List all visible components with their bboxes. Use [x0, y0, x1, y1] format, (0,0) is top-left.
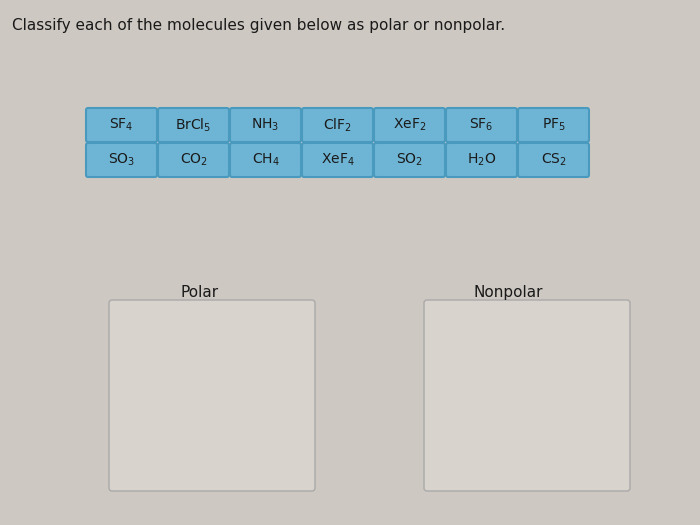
Text: Nonpolar: Nonpolar	[473, 285, 542, 300]
FancyBboxPatch shape	[374, 108, 445, 142]
FancyBboxPatch shape	[302, 108, 373, 142]
FancyBboxPatch shape	[158, 143, 229, 177]
FancyBboxPatch shape	[446, 143, 517, 177]
FancyBboxPatch shape	[109, 300, 315, 491]
Text: $\mathrm{CS_2}$: $\mathrm{CS_2}$	[540, 152, 566, 168]
Text: $\mathrm{H_2O}$: $\mathrm{H_2O}$	[467, 152, 496, 168]
FancyBboxPatch shape	[230, 108, 301, 142]
FancyBboxPatch shape	[374, 143, 445, 177]
FancyBboxPatch shape	[518, 108, 589, 142]
FancyBboxPatch shape	[446, 108, 517, 142]
Text: $\mathrm{XeF_4}$: $\mathrm{XeF_4}$	[321, 152, 354, 168]
Text: $\mathrm{SF_6}$: $\mathrm{SF_6}$	[469, 117, 493, 133]
Text: $\mathrm{NH_3}$: $\mathrm{NH_3}$	[251, 117, 280, 133]
FancyBboxPatch shape	[158, 108, 229, 142]
Text: $\mathrm{SO_2}$: $\mathrm{SO_2}$	[396, 152, 423, 168]
Text: Classify each of the molecules given below as polar or nonpolar.: Classify each of the molecules given bel…	[12, 18, 505, 33]
Text: $\mathrm{BrCl_5}$: $\mathrm{BrCl_5}$	[175, 117, 211, 134]
Text: $\mathrm{ClF_2}$: $\mathrm{ClF_2}$	[323, 117, 352, 134]
FancyBboxPatch shape	[518, 143, 589, 177]
Text: Polar: Polar	[181, 285, 219, 300]
Text: $\mathrm{CH_4}$: $\mathrm{CH_4}$	[251, 152, 279, 168]
FancyBboxPatch shape	[230, 143, 301, 177]
FancyBboxPatch shape	[424, 300, 630, 491]
Text: $\mathrm{XeF_2}$: $\mathrm{XeF_2}$	[393, 117, 426, 133]
FancyBboxPatch shape	[86, 108, 157, 142]
Text: $\mathrm{CO_2}$: $\mathrm{CO_2}$	[179, 152, 207, 168]
Text: $\mathrm{SF_4}$: $\mathrm{SF_4}$	[109, 117, 134, 133]
FancyBboxPatch shape	[302, 143, 373, 177]
FancyBboxPatch shape	[86, 143, 157, 177]
Text: $\mathrm{PF_5}$: $\mathrm{PF_5}$	[542, 117, 566, 133]
Text: $\mathrm{SO_3}$: $\mathrm{SO_3}$	[108, 152, 135, 168]
